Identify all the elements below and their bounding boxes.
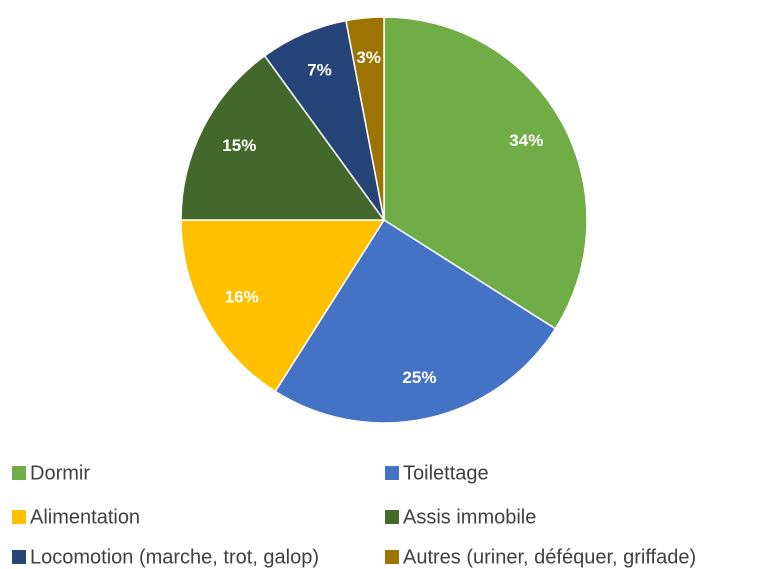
legend-swatch: [12, 550, 26, 564]
legend-label: Assis immobile: [403, 506, 536, 528]
pie-slice: [345, 16, 385, 221]
legend-swatch: [385, 466, 399, 480]
data-label: 25%: [402, 368, 436, 387]
legend-swatch: [12, 466, 26, 480]
data-label: 16%: [225, 288, 259, 307]
legend-swatch: [385, 510, 399, 524]
pie-slice: [274, 218, 557, 424]
legend-label: Autres (uriner, déféquer, griffade): [403, 546, 696, 568]
pie-slice: [180, 54, 386, 221]
legend-swatch: [12, 510, 26, 524]
data-label: 3%: [356, 48, 381, 67]
data-label: 34%: [509, 131, 543, 150]
legend-label: Alimentation: [30, 506, 140, 528]
legend-label: Locomotion (marche, trot, galop): [30, 546, 319, 568]
data-label: 15%: [222, 136, 256, 155]
pie-slice: [180, 219, 386, 393]
legend-swatch: [385, 550, 399, 564]
data-label: 7%: [307, 60, 332, 79]
legend-label: Toilettage: [403, 462, 489, 484]
pie-slice: [383, 16, 588, 330]
legend-label: Dormir: [30, 462, 90, 484]
